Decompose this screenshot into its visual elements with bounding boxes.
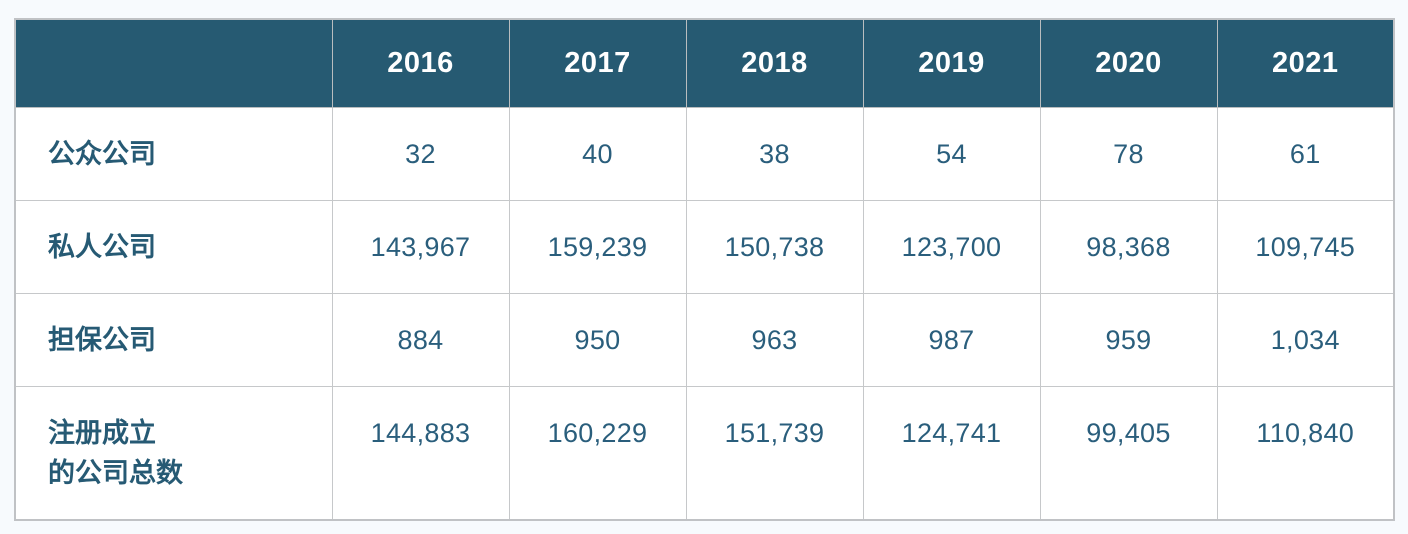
cell-value: 1,034 <box>1216 293 1395 387</box>
table-row: 公众公司 32 40 38 54 78 61 <box>14 107 1395 201</box>
cell-value: 32 <box>331 107 510 201</box>
cell-value: 40 <box>508 107 687 201</box>
cell-value: 124,741 <box>862 386 1041 521</box>
cell-value: 144,883 <box>331 386 510 521</box>
row-label-public-companies: 公众公司 <box>14 107 333 201</box>
cell-value: 109,745 <box>1216 200 1395 294</box>
table-row: 注册成立 的公司总数 144,883 160,229 151,739 124,7… <box>14 386 1395 521</box>
row-label-private-companies: 私人公司 <box>14 200 333 294</box>
cell-value: 963 <box>685 293 864 387</box>
cell-value: 950 <box>508 293 687 387</box>
cell-value: 99,405 <box>1039 386 1218 521</box>
cell-value: 54 <box>862 107 1041 201</box>
table-row: 担保公司 884 950 963 987 959 1,034 <box>14 293 1395 387</box>
header-year-2017: 2017 <box>508 18 687 108</box>
header-year-2021: 2021 <box>1216 18 1395 108</box>
cell-value: 61 <box>1216 107 1395 201</box>
header-year-2020: 2020 <box>1039 18 1218 108</box>
row-label-total-incorporated: 注册成立 的公司总数 <box>14 386 333 521</box>
cell-value: 150,738 <box>685 200 864 294</box>
header-year-2019: 2019 <box>862 18 1041 108</box>
cell-value: 110,840 <box>1216 386 1395 521</box>
cell-value: 98,368 <box>1039 200 1218 294</box>
header-corner-cell <box>14 18 333 108</box>
header-year-2016: 2016 <box>331 18 510 108</box>
cell-value: 160,229 <box>508 386 687 521</box>
company-registrations-table-container: 2016 2017 2018 2019 2020 2021 公众公司 32 40… <box>14 18 1395 521</box>
table-row: 私人公司 143,967 159,239 150,738 123,700 98,… <box>14 200 1395 294</box>
header-year-2018: 2018 <box>685 18 864 108</box>
company-registrations-table: 2016 2017 2018 2019 2020 2021 公众公司 32 40… <box>14 18 1395 521</box>
cell-value: 123,700 <box>862 200 1041 294</box>
cell-value: 159,239 <box>508 200 687 294</box>
table-header-row: 2016 2017 2018 2019 2020 2021 <box>14 18 1395 108</box>
row-label-guarantee-companies: 担保公司 <box>14 293 333 387</box>
cell-value: 143,967 <box>331 200 510 294</box>
cell-value: 987 <box>862 293 1041 387</box>
cell-value: 884 <box>331 293 510 387</box>
cell-value: 151,739 <box>685 386 864 521</box>
cell-value: 38 <box>685 107 864 201</box>
cell-value: 959 <box>1039 293 1218 387</box>
cell-value: 78 <box>1039 107 1218 201</box>
